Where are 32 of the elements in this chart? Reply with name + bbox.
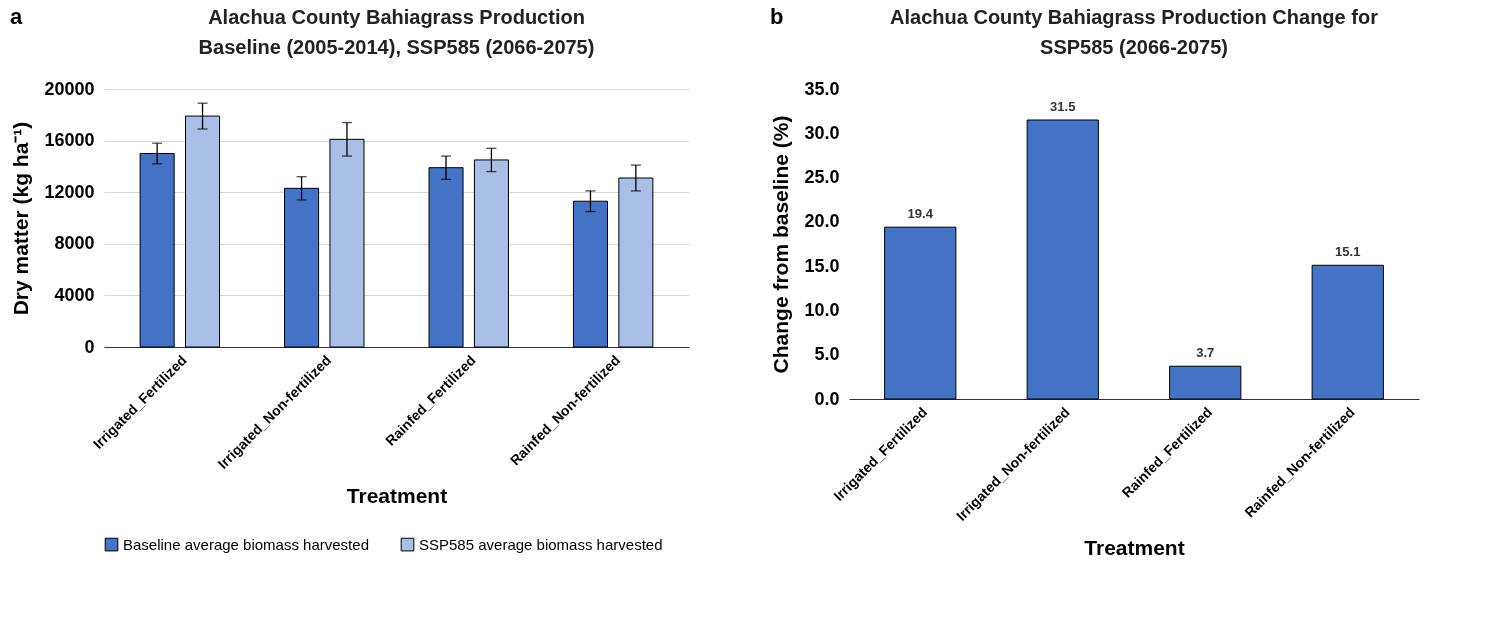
bar (1026, 119, 1099, 400)
y-tick-label: 25.0 (804, 167, 840, 188)
data-label: 19.4 (907, 206, 934, 222)
data-label: 31.5 (1050, 99, 1076, 114)
y-tick-label: 8000 (54, 233, 95, 254)
text: a (10, 4, 23, 30)
y-tick-label: 15.0 (804, 255, 840, 276)
chart-title: Alachua County Bahiagrass Production Baseline (2005-2014), SSP585 (2066-2075) (198, 6, 595, 58)
x-axis-title: Treatment (346, 483, 448, 507)
chart-title: Alachua County Bahiagrass Production Change for SSP585 (2066-2075) (890, 6, 1379, 58)
y-tick-label: 4000 (54, 284, 95, 305)
y-tick-label: 12000 (44, 181, 95, 202)
data-label: 15.1 (1335, 244, 1361, 260)
legend-label: Baseline average biomass harvested (123, 535, 369, 553)
y-tick-label: 0 (84, 336, 95, 357)
y-axis-title: Dry matter (kg ha⁻¹) (9, 121, 33, 316)
bar (884, 226, 957, 400)
y-tick-label: 0.0 (814, 388, 840, 409)
y-tick-label: 35.0 (804, 78, 840, 99)
y-tick-label: 20.0 (804, 211, 840, 232)
bar (1169, 365, 1242, 400)
bar (1311, 264, 1384, 400)
y-tick-label: 16000 (44, 130, 95, 151)
data-label: 3.7 (1196, 345, 1215, 361)
y-axis-title: Change from baseline (%) (769, 115, 793, 374)
legend-label: SSP585 average biomass harvested (419, 535, 663, 553)
y-tick-label: 20000 (44, 78, 95, 99)
text: b (770, 4, 784, 30)
y-tick-label: 5.0 (814, 344, 840, 365)
y-tick-label: 30.0 (804, 122, 840, 143)
x-axis-title: Treatment (1084, 535, 1185, 559)
y-tick-label: 10.0 (804, 299, 840, 320)
